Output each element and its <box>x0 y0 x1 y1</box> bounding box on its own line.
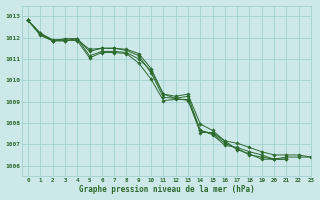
X-axis label: Graphe pression niveau de la mer (hPa): Graphe pression niveau de la mer (hPa) <box>79 185 254 194</box>
